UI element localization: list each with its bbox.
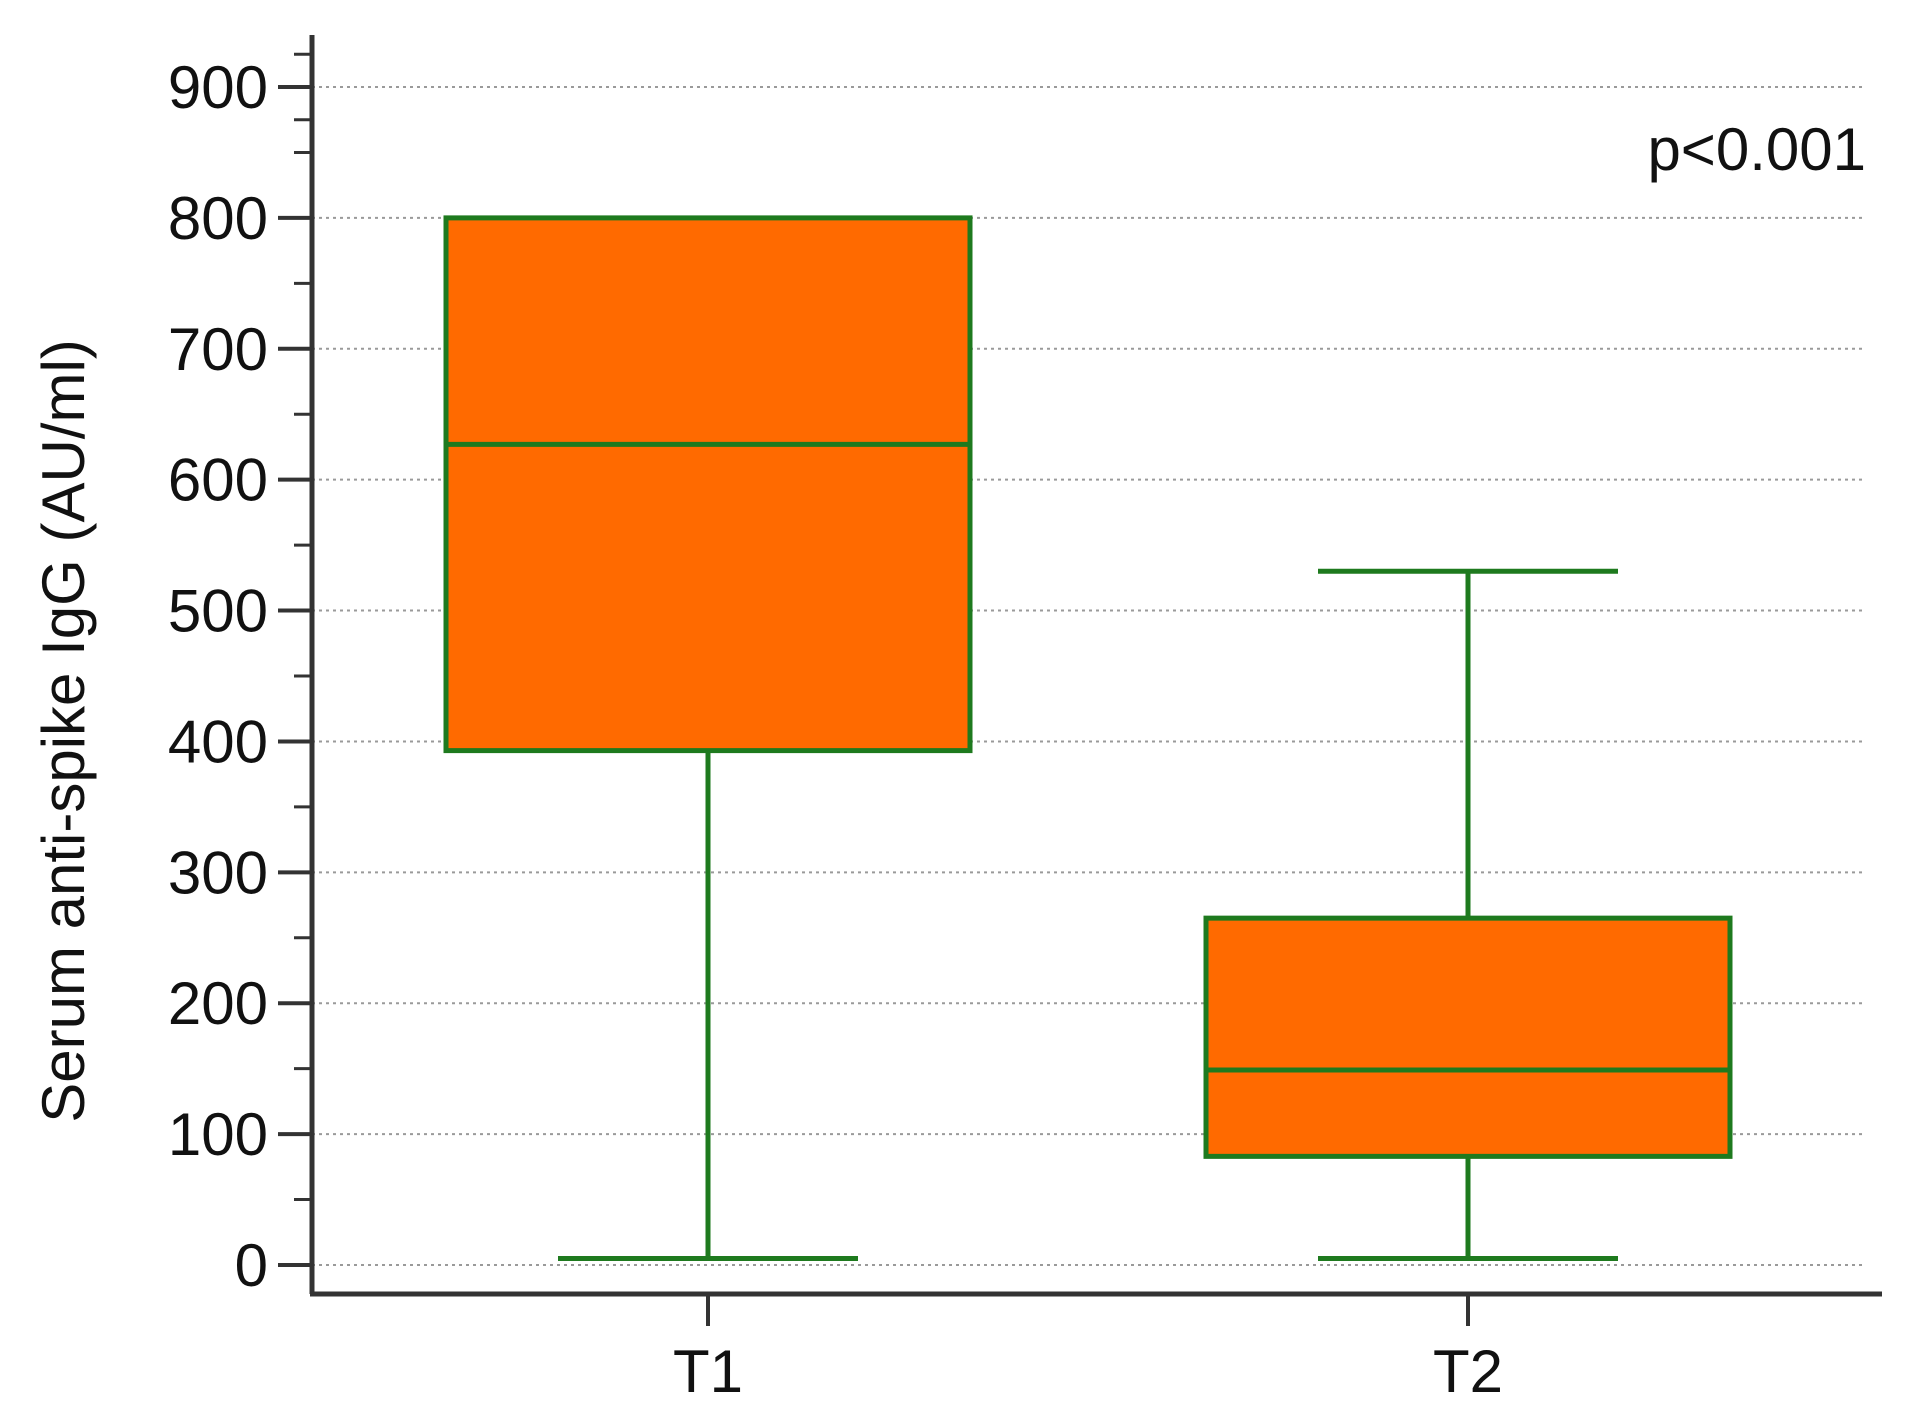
y-tick-label: 200 [168,970,268,1037]
y-tick-label: 0 [235,1232,268,1299]
labels: Serum anti-spike IgG (AU/ml) p<0.001 0 10… [30,54,1866,1405]
y-tick-label: 700 [168,316,268,383]
y-tick-label: 600 [168,447,268,514]
p-value-annotation: p<0.001 [1647,116,1866,183]
axes [278,35,1882,1326]
box-t1 [443,215,973,1261]
y-tick-label: 800 [168,185,268,252]
y-tick-label: 100 [168,1101,268,1168]
boxes [443,215,1733,1261]
x-tick-label: T2 [1433,1338,1503,1405]
iqr-box [443,215,973,754]
box-t2 [1203,568,1733,1261]
y-tick-label: 500 [168,578,268,645]
y-tick-label: 900 [168,54,268,121]
y-tick-label: 400 [168,708,268,775]
iqr-box [1203,915,1733,1159]
x-tick-label: T1 [673,1338,743,1405]
y-tick-label: 300 [168,839,268,906]
y-axis-title: Serum anti-spike IgG (AU/ml) [30,339,97,1123]
